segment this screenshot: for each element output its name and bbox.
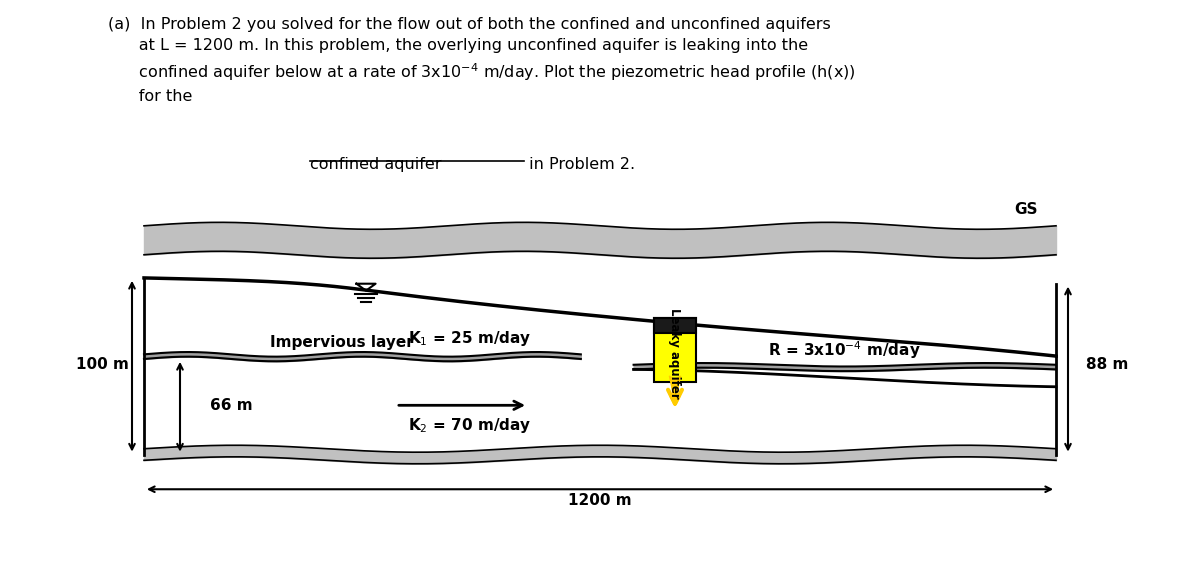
Text: GS: GS (1014, 202, 1038, 217)
Text: Impervious layer: Impervious layer (270, 335, 414, 350)
Text: Leaky aquifer: Leaky aquifer (668, 308, 682, 398)
FancyBboxPatch shape (654, 318, 696, 382)
FancyBboxPatch shape (654, 318, 696, 333)
Text: R = 3x10$^{-4}$ m/day: R = 3x10$^{-4}$ m/day (768, 339, 920, 361)
Text: (a)  In Problem 2 you solved for the flow out of both the confined and unconfine: (a) In Problem 2 you solved for the flow… (108, 17, 856, 104)
Text: 100 m: 100 m (76, 357, 128, 372)
Text: 66 m: 66 m (210, 398, 253, 413)
Text: 1200 m: 1200 m (568, 493, 632, 508)
Text: K$_1$ = 25 m/day: K$_1$ = 25 m/day (408, 329, 532, 348)
Text: in Problem 2.: in Problem 2. (524, 157, 636, 173)
Text: confined aquifer: confined aquifer (310, 157, 442, 173)
Text: 88 m: 88 m (1086, 357, 1128, 372)
Text: K$_2$ = 70 m/day: K$_2$ = 70 m/day (408, 416, 532, 435)
